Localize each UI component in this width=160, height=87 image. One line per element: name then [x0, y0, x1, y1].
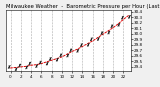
Text: Milwaukee Weather  -  Barometric Pressure per Hour (Last 24 Hours): Milwaukee Weather - Barometric Pressure …	[6, 4, 160, 9]
